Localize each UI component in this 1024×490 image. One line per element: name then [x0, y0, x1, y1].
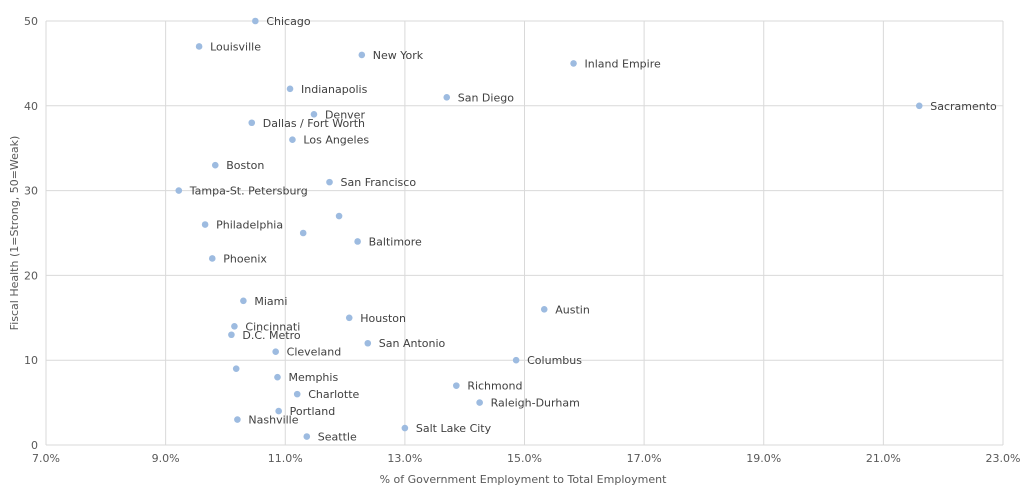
data-point-label: Charlotte: [308, 388, 359, 401]
data-point: [512, 356, 520, 364]
data-point: [208, 255, 216, 262]
y-tick-label: 40: [24, 100, 38, 113]
data-point: [231, 322, 238, 330]
data-point: [232, 365, 240, 372]
data-point: [272, 348, 279, 356]
data-point-label: Seattle: [318, 431, 357, 444]
y-tick-label: 30: [24, 185, 38, 198]
data-point-label: San Diego: [458, 91, 514, 104]
x-tick-label: 7.0%: [32, 452, 60, 465]
data-point: [570, 60, 577, 67]
data-point: [275, 407, 282, 415]
data-point-label: Portland: [290, 405, 336, 418]
data-points: [175, 17, 923, 440]
data-point-label: Phoenix: [223, 252, 267, 265]
data-point: [453, 382, 460, 389]
data-point-label: Dallas / Fort Worth: [263, 117, 365, 130]
data-point-label: Louisville: [210, 40, 261, 53]
x-tick-label: 11.0%: [268, 452, 303, 465]
x-tick-label: 15.0%: [507, 452, 542, 465]
data-point: [252, 17, 259, 25]
data-point-label: Boston: [226, 159, 264, 172]
data-point: [240, 297, 247, 305]
data-point: [286, 85, 294, 93]
x-tick-label: 17.0%: [627, 452, 662, 465]
data-point: [354, 238, 361, 245]
data-point-label: Philadelphia: [216, 219, 283, 232]
data-point-label: Tampa-St. Petersburg: [189, 185, 308, 198]
x-axis-tick-labels: 7.0% 9.0% 11.0% 13.0% 15.0% 17.0% 19.0% 21.0% 23…: [32, 452, 1020, 465]
data-point: [358, 51, 366, 59]
data-point: [234, 416, 241, 423]
data-point-label: Indianapolis: [301, 83, 368, 96]
data-point-label: Houston: [360, 312, 406, 325]
y-axis-title: Fiscal Health (1=Strong, 50=Weak): [8, 136, 21, 331]
data-point-label: Denver: [325, 108, 365, 121]
data-point: [201, 221, 209, 228]
data-point-label: Cleveland: [287, 346, 342, 359]
y-tick-label: 0: [31, 439, 38, 452]
data-point: [175, 187, 183, 194]
data-point: [293, 390, 301, 398]
data-point: [915, 102, 923, 110]
data-point-label: Memphis: [288, 371, 338, 384]
data-point: [540, 306, 548, 313]
x-tick-label: 19.0%: [746, 452, 781, 465]
gridlines: [45, 20, 1004, 446]
data-point-label: Salt Lake City: [416, 422, 492, 435]
data-point: [335, 212, 343, 220]
data-point-label: Austin: [555, 303, 590, 316]
x-tick-label: 9.0%: [152, 452, 180, 465]
data-point: [289, 136, 296, 144]
data-point-label: Miami: [254, 295, 287, 308]
x-tick-label: 21.0%: [866, 452, 901, 465]
data-point-label: Sacramento: [930, 100, 997, 113]
data-point-label: Richmond: [467, 380, 522, 393]
data-point: [326, 178, 333, 186]
data-point: [299, 229, 307, 237]
data-point-label: San Francisco: [341, 176, 417, 189]
data-point: [345, 314, 353, 322]
data-point-label: Chicago: [266, 15, 310, 28]
data-point: [195, 43, 203, 50]
data-point-label: Columbus: [527, 354, 582, 367]
data-point: [310, 110, 318, 118]
data-point-label: D.C. Metro: [242, 329, 300, 342]
data-point: [303, 433, 311, 440]
y-tick-label: 10: [24, 354, 38, 367]
data-point: [228, 331, 235, 339]
data-point: [443, 94, 451, 101]
data-point: [274, 373, 281, 381]
data-point-label: Inland Empire: [585, 57, 661, 70]
y-axis-tick-labels: 0 10 20 30 40 50: [24, 15, 38, 452]
data-point-label: Raleigh-Durham: [491, 397, 580, 410]
data-point-label: New York: [373, 49, 424, 62]
data-point: [401, 424, 409, 432]
data-point: [248, 119, 256, 127]
data-point: [476, 399, 483, 406]
data-point-label: Los Angeles: [303, 134, 369, 147]
y-tick-label: 20: [24, 269, 38, 282]
x-axis-title: % of Government Employment to Total Empl…: [380, 473, 667, 486]
data-point: [211, 161, 219, 169]
data-point-label: San Antonio: [379, 337, 446, 350]
x-tick-label: 13.0%: [387, 452, 422, 465]
data-point-label: Baltimore: [369, 235, 422, 248]
x-tick-label: 23.0%: [986, 452, 1021, 465]
data-point-label: Nashville: [248, 414, 298, 427]
y-tick-label: 50: [24, 15, 38, 28]
data-point-label: Cincinnati: [245, 320, 300, 333]
data-point: [364, 339, 372, 347]
point-labels: Chicago Louisville New York Inland Empire In…: [189, 15, 997, 444]
